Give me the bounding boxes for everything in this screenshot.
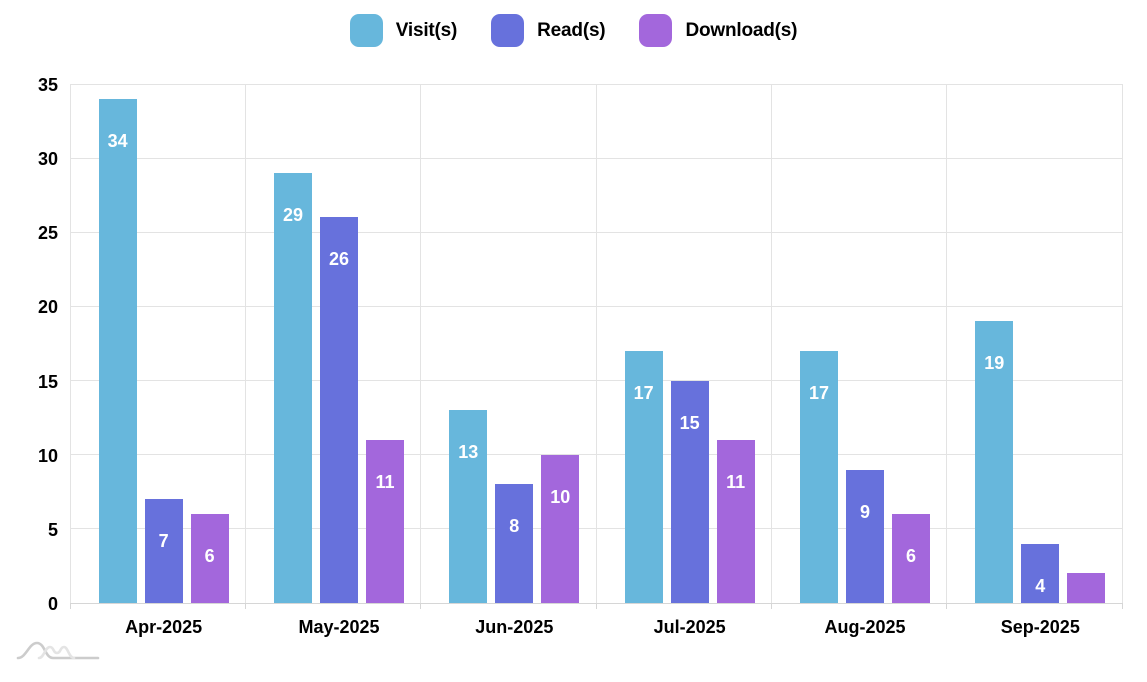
y-axis-label: 35 (37, 75, 58, 95)
amcharts-watermark-icon[interactable] (16, 638, 100, 666)
gridline-vertical (69, 84, 71, 603)
y-axis-label: 30 (37, 149, 58, 170)
bar-read-s-apr-2025[interactable]: 7 (144, 499, 183, 603)
bar-value-label: 11 (726, 471, 746, 492)
legend-label: Download(s) (685, 19, 798, 41)
y-axis-label: 0 (47, 594, 58, 614)
bar-visit-s-may-2025[interactable]: 29 (273, 172, 312, 603)
bar-value-label: 7 (158, 531, 169, 552)
bar-group-aug-2025: 17 9 6 (771, 84, 946, 603)
plot-area: 34 7 6 29 26 11 13 8 10 17 15 11 17 9 6 19 4 (69, 83, 1123, 609)
bar-value-label: 10 (550, 486, 571, 507)
y-axis-label: 10 (37, 445, 58, 466)
y-axis-label: 25 (37, 223, 58, 244)
chart-legend: Visit(s) Read(s) Download(s) (0, 14, 1147, 47)
legend-swatch-icon (349, 14, 383, 47)
legend-swatch-icon (491, 14, 525, 47)
bar-group-jul-2025: 17 15 11 (596, 84, 771, 603)
gridline-vertical (420, 84, 422, 603)
bar-visit-s-aug-2025[interactable]: 17 (799, 350, 838, 603)
gridline-vertical (770, 84, 772, 603)
x-axis-tick (69, 603, 71, 609)
bar-group-may-2025: 29 26 11 (245, 84, 420, 603)
legend-item-visit-s[interactable]: Visit(s) (349, 14, 458, 47)
legend-label: Visit(s) (395, 19, 458, 41)
bar-value-label: 29 (282, 204, 303, 225)
bar-value-label: 13 (458, 442, 479, 463)
x-axis-tick (770, 603, 772, 609)
bar-value-label: 26 (328, 249, 349, 270)
bar-value-label: 17 (808, 382, 829, 403)
bar-read-s-jul-2025[interactable]: 15 (670, 380, 709, 603)
x-axis-label-apr-2025: Apr-2025 (125, 617, 203, 637)
y-axis-label: 5 (47, 519, 58, 540)
legend-item-read-s[interactable]: Read(s) (491, 14, 606, 47)
bar-download-s-aug-2025[interactable]: 6 (891, 514, 930, 603)
bar-value-label: 11 (375, 471, 395, 492)
bar-value-label: 15 (679, 412, 700, 433)
bar-visit-s-jun-2025[interactable]: 13 (449, 410, 488, 603)
bar-download-s-may-2025[interactable]: 11 (365, 439, 404, 603)
bar-value-label: 9 (859, 501, 870, 522)
bar-visit-s-jul-2025[interactable]: 17 (624, 350, 663, 603)
bar-read-s-may-2025[interactable]: 26 (319, 217, 358, 603)
x-axis-tick (1121, 603, 1123, 609)
y-axis-label: 20 (37, 297, 58, 318)
bar-download-s-sep-2025[interactable] (1067, 573, 1106, 603)
bar-value-label: 17 (633, 382, 654, 403)
bar-download-s-jul-2025[interactable]: 11 (716, 439, 755, 603)
bar-value-label: 34 (107, 130, 128, 151)
bar-value-label: 6 (204, 546, 215, 567)
bar-read-s-jun-2025[interactable]: 8 (495, 484, 534, 603)
bar-download-s-jun-2025[interactable]: 10 (541, 454, 580, 603)
gridline-vertical (946, 84, 948, 603)
bar-group-jun-2025: 13 8 10 (421, 84, 596, 603)
legend-item-download-s[interactable]: Download(s) (639, 14, 797, 47)
x-axis-tick (244, 603, 246, 609)
bar-read-s-sep-2025[interactable]: 4 (1021, 543, 1060, 603)
bar-value-label: 19 (984, 353, 1005, 374)
x-axis-tick (946, 603, 948, 609)
bar-value-label: 8 (509, 516, 520, 537)
bar-group-sep-2025: 19 4 (947, 84, 1122, 603)
x-axis-tick (595, 603, 597, 609)
x-axis-tick (420, 603, 422, 609)
x-axis-label-jun-2025: Jun-2025 (475, 617, 554, 637)
gridline-vertical (1121, 84, 1123, 603)
bar-value-label: 6 (905, 546, 916, 567)
legend-swatch-icon (639, 14, 673, 47)
bar-visit-s-apr-2025[interactable]: 34 (98, 98, 137, 603)
x-axis-label-may-2025: May-2025 (298, 617, 380, 637)
bar-download-s-apr-2025[interactable]: 6 (190, 514, 229, 603)
legend-label: Read(s) (537, 19, 606, 41)
gridline-vertical (595, 84, 597, 603)
bar-value-label: 4 (1035, 575, 1046, 596)
y-axis-label: 15 (37, 371, 58, 392)
bar-visit-s-sep-2025[interactable]: 19 (975, 321, 1014, 603)
bar-read-s-aug-2025[interactable]: 9 (845, 469, 884, 603)
x-axis-label-sep-2025: Sep-2025 (1000, 617, 1080, 637)
x-axis-label-aug-2025: Aug-2025 (824, 617, 906, 637)
x-axis-label-jul-2025: Jul-2025 (653, 617, 726, 637)
gridline-vertical (244, 84, 246, 603)
bar-group-apr-2025: 34 7 6 (70, 84, 245, 603)
